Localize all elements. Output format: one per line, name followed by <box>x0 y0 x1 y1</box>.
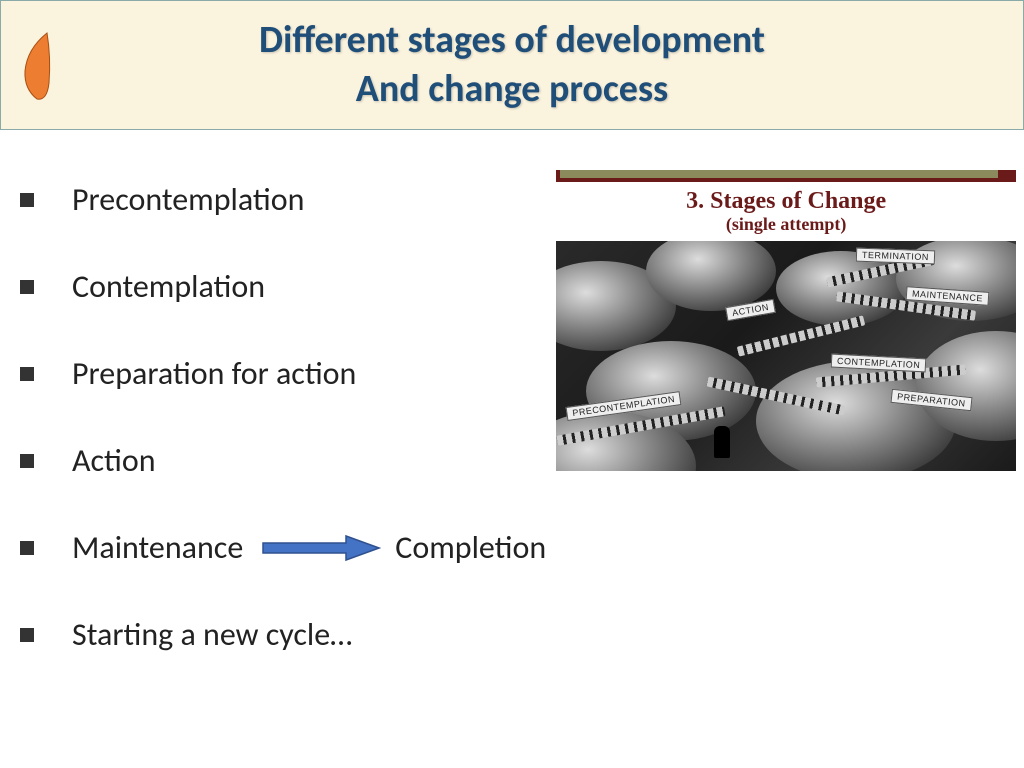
bullet-text: Contemplation <box>72 267 265 306</box>
list-item: Maintenance Completion <box>20 528 546 567</box>
bullet-icon <box>20 367 34 381</box>
person-silhouette <box>714 426 730 458</box>
figure-title: 3. Stages of Change <box>556 188 1016 214</box>
content-area: Precontemplation Contemplation Preparati… <box>0 130 1024 702</box>
stair-segment <box>737 316 866 357</box>
spiral-illustration: TERMINATIONMAINTENANCEACTIONCONTEMPLATIO… <box>556 241 1016 471</box>
bullet-icon <box>20 454 34 468</box>
bullet-icon <box>20 628 34 642</box>
bullet-text: Precontemplation <box>72 180 304 219</box>
figure-topbar <box>556 170 1016 182</box>
stages-figure: 3. Stages of Change (single attempt) TER… <box>546 170 1016 702</box>
list-item: Action <box>20 441 546 480</box>
bullet-list: Precontemplation Contemplation Preparati… <box>20 170 546 702</box>
title-block: Different stages of development And chan… <box>1 16 1023 115</box>
list-item: Starting a new cycle… <box>20 615 546 654</box>
list-item: Precontemplation <box>20 180 546 219</box>
bullet-text: Starting a new cycle… <box>72 615 352 654</box>
arrow-icon <box>261 533 381 563</box>
bullet-icon <box>20 193 34 207</box>
title-line-1: Different stages of development <box>1 16 1023 65</box>
list-item: Contemplation <box>20 267 546 306</box>
bullet-text: Action <box>72 441 156 480</box>
title-line-2: And change process <box>1 65 1023 114</box>
figure-subtitle: (single attempt) <box>556 214 1016 235</box>
arrow-target-text: Completion <box>395 528 546 567</box>
list-item: Preparation for action <box>20 354 546 393</box>
title-banner: Different stages of development And chan… <box>0 0 1024 130</box>
bullet-icon <box>20 280 34 294</box>
bullet-icon <box>20 541 34 555</box>
bullet-text: Maintenance <box>72 528 243 567</box>
logo-shape <box>19 31 59 103</box>
bullet-text: Preparation for action <box>72 354 356 393</box>
